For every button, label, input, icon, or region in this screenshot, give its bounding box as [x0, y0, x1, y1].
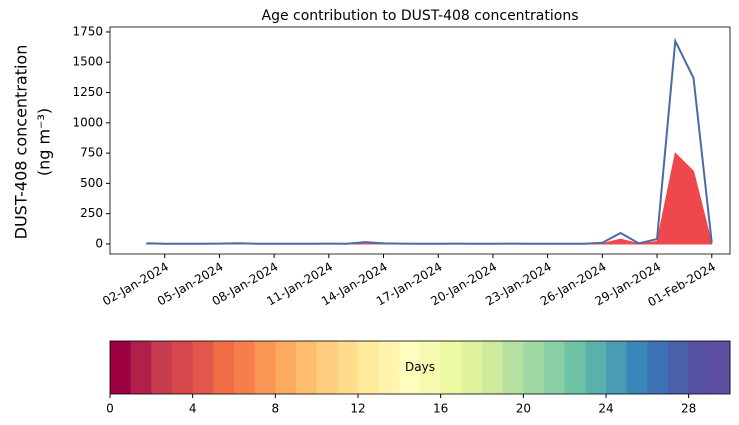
y-tick-label: 1000 [72, 115, 103, 129]
colorbar-segment [709, 341, 731, 394]
colorbar-tick-label: 8 [272, 402, 280, 416]
y-tick-label: 750 [80, 146, 103, 160]
area [145, 152, 713, 245]
colorbar-segment [151, 341, 173, 394]
colorbar-segment [213, 341, 235, 394]
colorbar-segment [420, 341, 442, 394]
colorbar-segment [296, 341, 318, 394]
colorbar-segment [606, 341, 628, 394]
colorbar-tick-label: 4 [189, 402, 197, 416]
colorbar-segment [564, 341, 586, 394]
colorbar-segment [440, 341, 462, 394]
colorbar-segment [358, 341, 380, 394]
colorbar-segment [544, 341, 566, 394]
colorbar-segment [523, 341, 545, 394]
colorbar-tick-label: 28 [681, 402, 696, 416]
colorbar-tick-label: 24 [598, 402, 613, 416]
colorbar-segment [399, 341, 421, 394]
colorbar-segment [647, 341, 669, 394]
y-tick-label: 1500 [72, 55, 103, 69]
colorbar-segment [337, 341, 359, 394]
colorbar-frame [109, 340, 731, 395]
colorbar-segment [130, 341, 152, 394]
colorbar-label: Days [405, 360, 435, 374]
colorbar-segment [378, 341, 400, 394]
colorbar-segment [688, 341, 710, 394]
colorbar-tick-label: 16 [433, 402, 448, 416]
colorbar-segment [461, 341, 483, 394]
y-tick-label: 250 [80, 206, 103, 220]
colorbar-segment [254, 341, 276, 394]
colorbar-segment [668, 341, 690, 394]
colorbar-segment [626, 341, 648, 394]
colorbar-segment [234, 341, 256, 394]
colorbar-segment [192, 341, 214, 394]
colorbar-tick-label: 12 [350, 402, 365, 416]
colorbar-tick-label: 20 [516, 402, 531, 416]
y-axis-label: DUST-408 concentration [12, 45, 31, 240]
y-axis-label: (ng m⁻³) [35, 108, 54, 176]
plot-frame [109, 26, 731, 255]
colorbar-tick-label: 0 [106, 402, 114, 416]
colorbar-segment [110, 341, 132, 394]
y-tick-label: 1250 [72, 85, 103, 99]
y-tick-label: 500 [80, 176, 103, 190]
colorbar-segment [316, 341, 338, 394]
line [146, 37, 713, 245]
colorbar-segment [502, 341, 524, 394]
colorbar-segment [585, 341, 607, 394]
y-tick-label: 1750 [72, 24, 103, 38]
chart-title: Age contribution to DUST-408 concentrati… [262, 8, 579, 24]
colorbar-segment [275, 341, 297, 394]
colorbar-segment [172, 341, 194, 394]
y-tick-label: 0 [95, 236, 103, 250]
colorbar-segment [482, 341, 504, 394]
